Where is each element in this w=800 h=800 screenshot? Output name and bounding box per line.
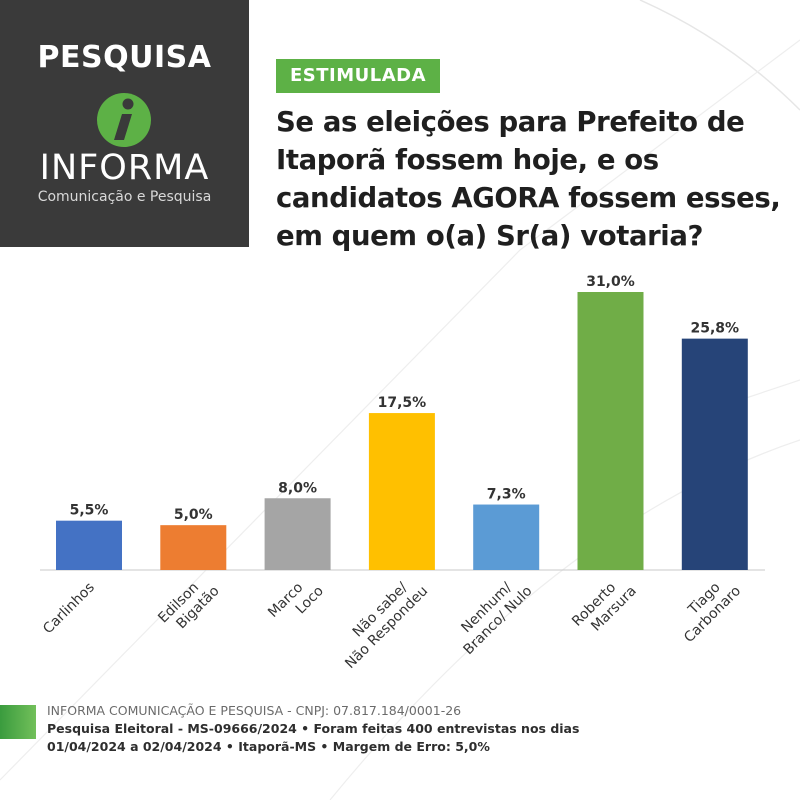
poll-type-badge: ESTIMULADA (276, 59, 440, 93)
bar-2 (264, 498, 331, 570)
bar-5 (577, 292, 644, 570)
category-label-3: Não sabe/Não Respondeu (330, 571, 431, 672)
brand-tagline: Comunicação e Pesquisa (37, 189, 212, 205)
category-label-6: TiagoCarbonaro (669, 571, 744, 646)
category-label-5: RobertoMarsura (569, 571, 640, 642)
category-label-2: MarcoLoco (265, 571, 327, 633)
bar-value-label-0: 5,5% (70, 503, 109, 519)
footer: INFORMA COMUNICAÇÃO E PESQUISA - CNPJ: 0… (47, 702, 787, 756)
brand-panel: PESQUISA INFORMA Comunicação e Pesquisa (0, 0, 249, 247)
bar-value-label-2: 8,0% (278, 480, 317, 496)
informa-logo-icon (97, 93, 151, 147)
bar-value-label-4: 7,3% (487, 487, 526, 503)
bar-chart: 5,5% Carlinhos 5,0% EdilsonBigatão 8,0% Marco… (40, 274, 765, 672)
footer-accent-bar (0, 705, 36, 739)
bar-value-label-1: 5,0% (174, 507, 213, 523)
bar-value-label-3: 17,5% (378, 395, 427, 411)
bar-4 (473, 504, 540, 570)
category-label-0-line-0: Carlinhos (40, 580, 98, 638)
bar-0 (56, 520, 122, 570)
footer-dates-line: 01/04/2024 a 02/04/2024 • Itaporã-MS • M… (47, 739, 490, 754)
footer-registration-line: Pesquisa Eleitoral - MS-09666/2024 • For… (47, 721, 580, 736)
bar-3 (368, 413, 435, 570)
category-label-0: Carlinhos (40, 580, 98, 638)
bar-1 (160, 525, 227, 570)
poll-question: Se as eleições para Prefeito de Itaporã … (276, 106, 781, 252)
bar-6 (681, 338, 748, 570)
category-label-4: Nenhum/Branco/ Nulo (449, 571, 536, 658)
brand-name: INFORMA (39, 148, 210, 188)
bar-value-label-5: 31,0% (586, 274, 635, 290)
footer-company-line: INFORMA COMUNICAÇÃO E PESQUISA - CNPJ: 0… (47, 703, 462, 718)
category-label-1: EdilsonBigatão (155, 571, 222, 638)
brand-pesquisa-label: PESQUISA (37, 40, 212, 75)
bar-value-label-6: 25,8% (691, 321, 740, 337)
